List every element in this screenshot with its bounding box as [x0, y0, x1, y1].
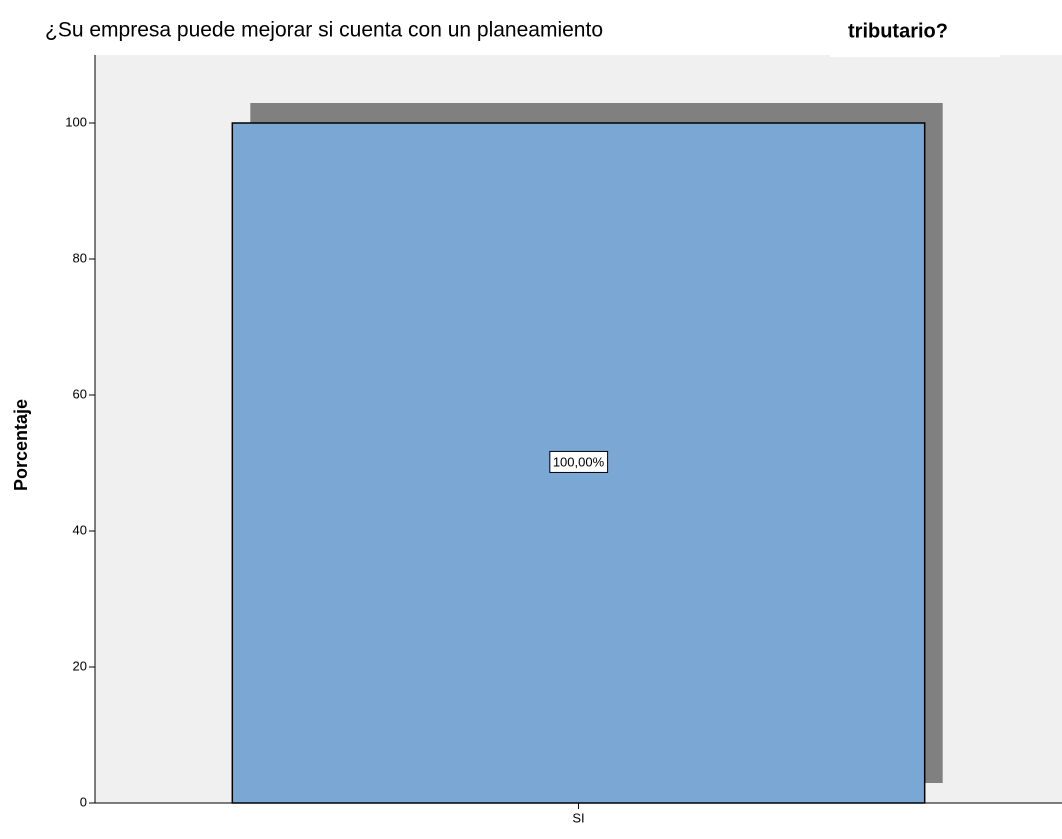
value-label-box [549, 450, 609, 473]
y-tick-label: 40 [73, 522, 87, 537]
y-tick-label: 0 [80, 794, 87, 809]
annotation-box [830, 14, 1000, 57]
annotation: tributario? [848, 20, 948, 42]
bar [231, 122, 926, 804]
y-tick-label: 100 [65, 114, 87, 129]
y-axis-label: Porcentaje [11, 399, 31, 491]
y-tick-label: 60 [73, 386, 87, 401]
y-tick-label: 20 [73, 658, 87, 673]
x-tick-label: SI [572, 810, 584, 825]
marks: 100,00% [231, 103, 943, 804]
y-tick-label: 80 [73, 250, 87, 265]
value-label: 100,00% [553, 454, 605, 469]
chart-title: ¿Su empresa puede mejorar si cuenta con … [45, 19, 603, 42]
